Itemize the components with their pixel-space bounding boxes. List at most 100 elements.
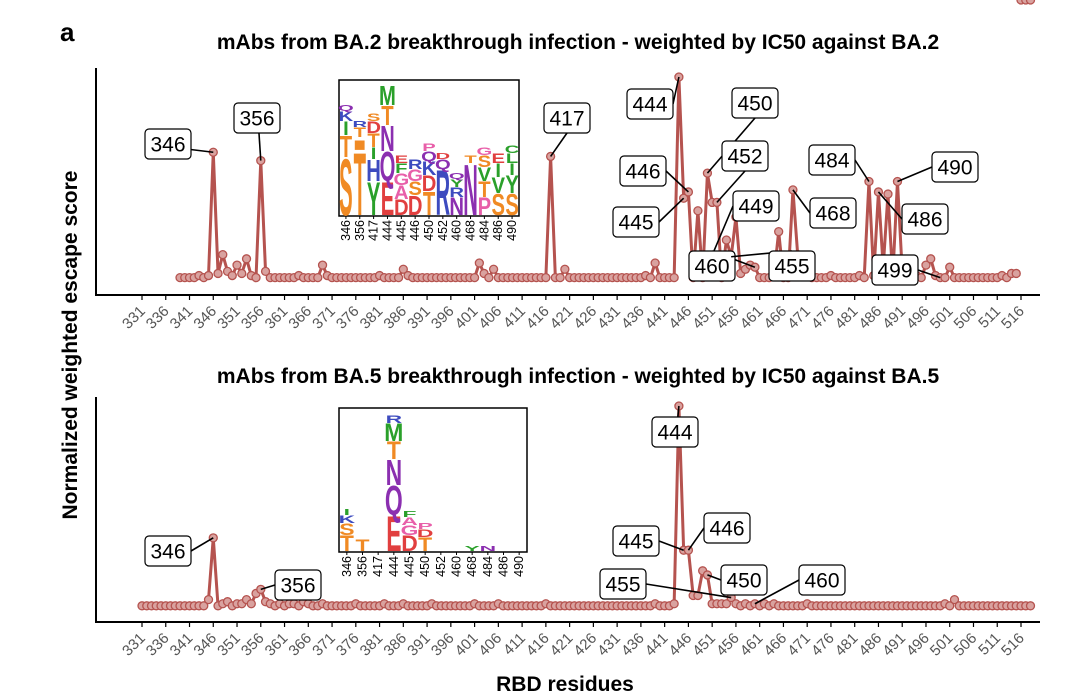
logo-site-label: 356	[356, 556, 370, 577]
callout-490: 490	[897, 151, 979, 183]
logo-letter: I	[495, 160, 501, 182]
logo-letter: A	[401, 515, 418, 527]
logo-letter: Y	[367, 172, 380, 225]
callout-460: 460	[688, 250, 756, 282]
logo-letter: F	[395, 160, 407, 176]
logo-frame	[338, 79, 520, 217]
callout-417: 417	[543, 102, 591, 157]
callout-leader	[549, 132, 568, 157]
callout-leader	[658, 540, 684, 551]
data-point	[260, 266, 271, 277]
data-point	[488, 264, 499, 274]
callout-label: 486	[907, 209, 942, 232]
logo-site-label: 450	[422, 220, 436, 241]
logo-site-label: 486	[497, 556, 511, 577]
callout-446: 446	[619, 155, 689, 193]
sequence-logo-ba2: 346STIKQ356T■TR417YHITDS444EQNTM445DAGFE…	[338, 79, 520, 241]
logo-letter: K	[422, 158, 437, 180]
callout-356: 356	[233, 102, 281, 161]
callout-label: 460	[694, 256, 729, 279]
logo-letter: E	[491, 150, 505, 166]
logo-letter: I	[344, 507, 350, 517]
logo-letter: T	[356, 537, 371, 555]
data-point	[237, 268, 247, 279]
logo-site-label: 444	[387, 556, 401, 577]
data-point	[541, 272, 551, 283]
data-point	[1025, 601, 1036, 611]
logo-letter: D	[394, 195, 409, 220]
callout-label: 455	[605, 574, 640, 597]
logo-letter: P	[478, 192, 491, 221]
data-point	[227, 270, 237, 281]
logo-site-label: 450	[418, 556, 432, 577]
axes-ba5	[95, 397, 1040, 623]
logo-letter: S	[408, 178, 421, 200]
x-tick-label: 516	[998, 630, 1028, 660]
logo-site-label: 417	[367, 220, 381, 241]
logo-site-label: 346	[339, 220, 353, 241]
callout-leader	[658, 197, 685, 223]
logo-letter: P	[418, 521, 433, 531]
data-point	[645, 272, 656, 283]
logo-letter: S	[491, 189, 504, 222]
callout-box	[612, 525, 660, 557]
logo-letter: G	[407, 166, 423, 185]
data-point	[721, 235, 732, 245]
callout-label: 445	[618, 212, 653, 235]
logo-letter: H	[366, 155, 381, 188]
callout-446: 446	[687, 512, 751, 551]
callout-box	[688, 250, 736, 282]
logo-letter: R	[449, 184, 464, 200]
chart-title-ba2: mAbs from BA.2 breakthrough infection - …	[217, 31, 939, 54]
logo-letter: Q	[380, 143, 396, 190]
data-point	[232, 260, 242, 270]
x-axis-label: RBD residues	[496, 673, 634, 696]
callout-box	[720, 564, 768, 596]
logo-site-label: 452	[434, 556, 448, 577]
data-point	[721, 599, 732, 609]
logo-site-label: 444	[380, 220, 394, 241]
callout-box	[808, 144, 856, 176]
logo-letter: T	[478, 177, 490, 202]
callout-label: 417	[549, 108, 584, 131]
data-point	[949, 594, 960, 605]
callout-box	[612, 206, 660, 238]
logo-letter: Y	[505, 170, 518, 199]
callout-label: 445	[618, 531, 653, 554]
logo-letter: D	[417, 527, 434, 539]
logo-letter: N	[463, 151, 478, 231]
chart-panel-ba2: mAbs from BA.2 breakthrough infection - …	[95, 0, 1040, 333]
logo-letter: T	[464, 153, 476, 165]
logo-letter: E	[386, 507, 401, 562]
data-point	[921, 260, 931, 270]
callout-box	[543, 102, 591, 134]
logo-letter: V	[491, 173, 505, 198]
logo-letter: Q	[435, 156, 451, 172]
chart-panel-ba5: mAbs from BA.5 breakthrough infection - …	[95, 365, 1040, 660]
callout-box	[768, 250, 816, 282]
callout-label: 460	[804, 570, 839, 593]
x-tick-label: 411	[500, 630, 529, 659]
logo-site-label: 468	[464, 220, 478, 241]
logo-site-label: 490	[512, 556, 526, 577]
logo-letter: Q	[421, 148, 437, 164]
data-point	[650, 258, 660, 268]
callout-444: 444	[626, 76, 680, 120]
logo-letter: M	[384, 419, 403, 447]
data-point	[945, 601, 955, 611]
logo-letter: Q	[385, 479, 403, 525]
logo-letter: T	[387, 437, 401, 465]
axes-ba2	[95, 68, 1040, 296]
logo-letter: I	[371, 144, 377, 163]
x-tick-labels-ba5: 3313363413463513563613663713763813863913…	[119, 622, 1028, 660]
data-point	[213, 268, 223, 279]
callout-box	[619, 155, 667, 187]
logo-letter: G	[401, 523, 419, 538]
logo-letter: E	[381, 172, 394, 225]
logo-site-label: 486	[491, 220, 505, 241]
logo-letter: Q	[338, 104, 354, 113]
callout-455: 455	[731, 250, 816, 282]
logo-letter: T	[340, 131, 352, 164]
data-point	[1025, 0, 1036, 5]
